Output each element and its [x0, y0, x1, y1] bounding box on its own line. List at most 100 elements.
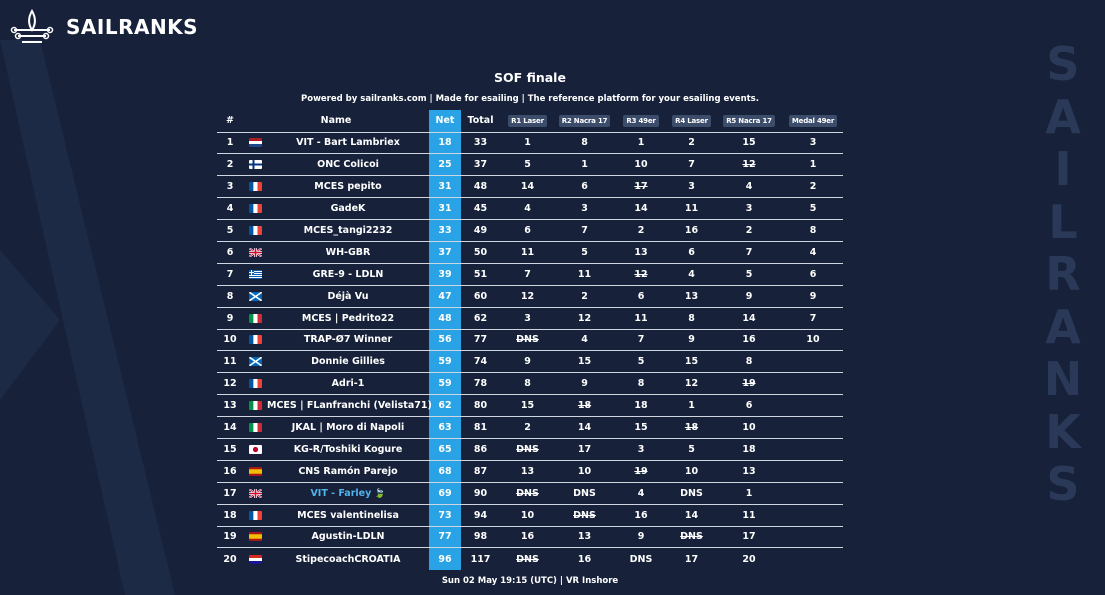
sailor-name[interactable]: WH-GBR — [325, 246, 371, 258]
table-row[interactable]: 10 TRAP-Ø7 Winner 56 77 DNS 4 7 9 16 10 — [217, 328, 843, 351]
table-row[interactable]: 18 MCES valentinelisa 73 94 10 DNS 16 14 11 — [217, 503, 843, 527]
name-cell[interactable]: MCES pepito — [267, 175, 429, 198]
sailor-name[interactable]: CNS Ramón Parejo — [298, 465, 398, 477]
table-row[interactable]: 20 StipecoachCROATIA 96 117 DNS 16 DNS 17 20 — [217, 547, 843, 570]
sailor-name[interactable]: Adri-1 — [331, 378, 365, 390]
table-row[interactable]: 2 ONC Colicoi 25 37 5 1 10 7 12 1 — [217, 153, 843, 176]
race-result-cell: 19 — [715, 372, 783, 395]
sailor-name[interactable]: GadeK — [330, 203, 366, 215]
sailor-name[interactable]: MCES_tangi2232 — [303, 225, 393, 236]
sailor-name[interactable]: JKAL | Moro di Napoli — [291, 422, 405, 434]
race-result-cell: 6 — [500, 219, 555, 242]
logo[interactable]: SAILRANKS — [10, 8, 198, 46]
race-badge[interactable]: Medal 49er — [788, 114, 838, 127]
table-row[interactable]: 19 Agustin-LDLN 77 98 16 13 9 DNS 17 — [217, 525, 843, 548]
name-cell[interactable]: MCES_tangi2232 — [267, 219, 429, 242]
race-result-cell: 8 — [500, 372, 555, 395]
name-cell[interactable]: VIT - Bart Lambriex — [267, 131, 429, 154]
sailor-name[interactable]: Donnie Gillies — [311, 356, 385, 368]
table-row[interactable]: 8 Déjà Vu 47 60 12 2 6 13 9 9 — [217, 284, 843, 308]
rank-cell: 6 — [217, 240, 243, 264]
table-row[interactable]: 4 GadeK 31 45 4 3 14 11 3 5 — [217, 197, 843, 220]
col-header-net[interactable]: Net — [429, 110, 461, 132]
name-cell[interactable]: JKAL | Moro di Napoli — [267, 416, 429, 439]
name-cell[interactable]: KG-R/Toshiki Kogure — [267, 437, 429, 461]
flag-cell — [243, 306, 267, 330]
race-result-cell: 7 — [715, 240, 783, 264]
name-cell[interactable]: MCES valentinelisa — [267, 503, 429, 527]
table-row[interactable]: 17 VIT - Farley 🍃 69 90 DNS DNS 4 DNS 1 — [217, 481, 843, 505]
flag-hr-icon — [248, 554, 262, 565]
flag-cell — [243, 394, 267, 417]
sailor-name[interactable]: MCES pepito — [314, 181, 382, 193]
race-badge[interactable]: R4 Laser — [672, 114, 711, 127]
sailor-name[interactable]: KG-R/Toshiki Kogure — [293, 443, 403, 455]
flag-cell — [243, 328, 267, 351]
table-row[interactable]: 5 MCES_tangi2232 33 49 6 7 2 16 2 8 — [217, 219, 843, 242]
flag-it-icon — [248, 422, 262, 433]
name-cell[interactable]: StipecoachCROATIA — [267, 547, 429, 570]
flag-cell — [243, 372, 267, 395]
race-result-cell: 11 — [500, 240, 555, 264]
name-cell[interactable]: TRAP-Ø7 Winner — [267, 328, 429, 351]
net-cell: 63 — [429, 416, 461, 439]
name-cell[interactable]: VIT - Farley 🍃 — [267, 481, 429, 505]
race-result-cell: 13 — [555, 525, 614, 548]
name-cell[interactable]: MCES | FLanfranchi (Velista71) — [267, 394, 432, 417]
race-result-cell: 4 — [500, 197, 555, 220]
race-result-cell: 16 — [614, 503, 668, 527]
table-row[interactable]: 11 Donnie Gillies 59 74 9 15 5 15 8 — [217, 350, 843, 373]
race-badge[interactable]: R1 Laser — [508, 114, 547, 127]
name-cell[interactable]: GadeK — [267, 197, 429, 220]
race-result-cell: 15 — [500, 394, 555, 417]
flag-fr-icon — [248, 225, 262, 236]
race-result-cell: 3 — [715, 197, 783, 220]
sailor-name[interactable]: VIT - Bart Lambriex — [296, 137, 400, 149]
table-row[interactable]: 16 CNS Ramón Parejo 68 87 13 10 19 10 13 — [217, 459, 843, 483]
sailor-name[interactable]: Agustin-LDLN — [311, 531, 385, 543]
sailor-name[interactable]: Déjà Vu — [327, 290, 369, 302]
total-cell: 45 — [461, 197, 500, 220]
col-header-medal: Medal 49er — [783, 110, 843, 132]
name-cell[interactable]: Agustin-LDLN — [267, 525, 429, 548]
sailor-name[interactable]: VIT - Farley — [310, 487, 372, 499]
total-cell: 87 — [461, 459, 500, 483]
name-cell[interactable]: MCES | Pedrito22 — [267, 306, 429, 330]
sailor-name[interactable]: GRE-9 - LDLN — [312, 268, 384, 280]
col-header-total[interactable]: Total — [467, 115, 494, 127]
sailor-name[interactable]: StipecoachCROATIA — [295, 553, 401, 565]
race-result-cell: 1 — [715, 481, 783, 505]
name-cell[interactable]: ONC Colicoi — [267, 153, 429, 176]
name-cell[interactable]: GRE-9 - LDLN — [267, 262, 429, 286]
table-row[interactable]: 3 MCES pepito 31 48 14 6 17 3 4 2 — [217, 175, 843, 198]
name-cell[interactable]: Déjà Vu — [267, 284, 429, 308]
rank-cell: 3 — [217, 175, 243, 198]
rank-cell: 2 — [217, 153, 243, 176]
race-badge[interactable]: R5 Nacra 17 — [723, 114, 775, 127]
table-row[interactable]: 9 MCES | Pedrito22 48 62 3 12 11 8 14 7 — [217, 306, 843, 330]
table-row[interactable]: 14 JKAL | Moro di Napoli 63 81 2 14 15 18 10 — [217, 416, 843, 439]
race-badge[interactable]: R3 49er — [623, 114, 659, 127]
name-cell[interactable]: Donnie Gillies — [267, 350, 429, 373]
race-result-cell: 9 — [783, 284, 843, 308]
table-row[interactable]: 7 GRE-9 - LDLN 39 51 7 11 12 4 5 6 — [217, 262, 843, 286]
name-cell[interactable]: Adri-1 — [267, 372, 429, 395]
col-header-name[interactable]: Name — [320, 115, 352, 127]
race-result-cell: 10 — [783, 328, 843, 351]
sailor-name[interactable]: ONC Colicoi — [317, 159, 379, 171]
sailor-name[interactable]: MCES valentinelisa — [297, 509, 399, 521]
sailor-name[interactable]: MCES | FLanfranchi (Velista71) — [267, 400, 432, 412]
table-row[interactable]: 6 WH-GBR 37 50 11 5 13 6 7 4 — [217, 240, 843, 264]
name-cell[interactable]: WH-GBR — [267, 240, 429, 264]
table-row[interactable]: 15 KG-R/Toshiki Kogure 65 86 DNS 17 3 5 18 — [217, 437, 843, 461]
race-badge[interactable]: R2 Nacra 17 — [558, 114, 611, 127]
sailor-name[interactable]: MCES | Pedrito22 — [301, 312, 395, 324]
col-header-r4: R4 Laser — [668, 110, 715, 132]
race-result-cell: DNS — [500, 547, 555, 570]
table-row[interactable]: 13 MCES | FLanfranchi (Velista71) 62 80 15 18… — [217, 394, 843, 417]
table-row[interactable]: 12 Adri-1 59 78 8 9 8 12 19 — [217, 372, 843, 395]
race-result-cell: 4 — [614, 481, 668, 505]
table-row[interactable]: 1 VIT - Bart Lambriex 18 33 1 8 1 2 15 3 — [217, 131, 843, 154]
sailor-name[interactable]: TRAP-Ø7 Winner — [303, 334, 393, 346]
name-cell[interactable]: CNS Ramón Parejo — [267, 459, 429, 483]
